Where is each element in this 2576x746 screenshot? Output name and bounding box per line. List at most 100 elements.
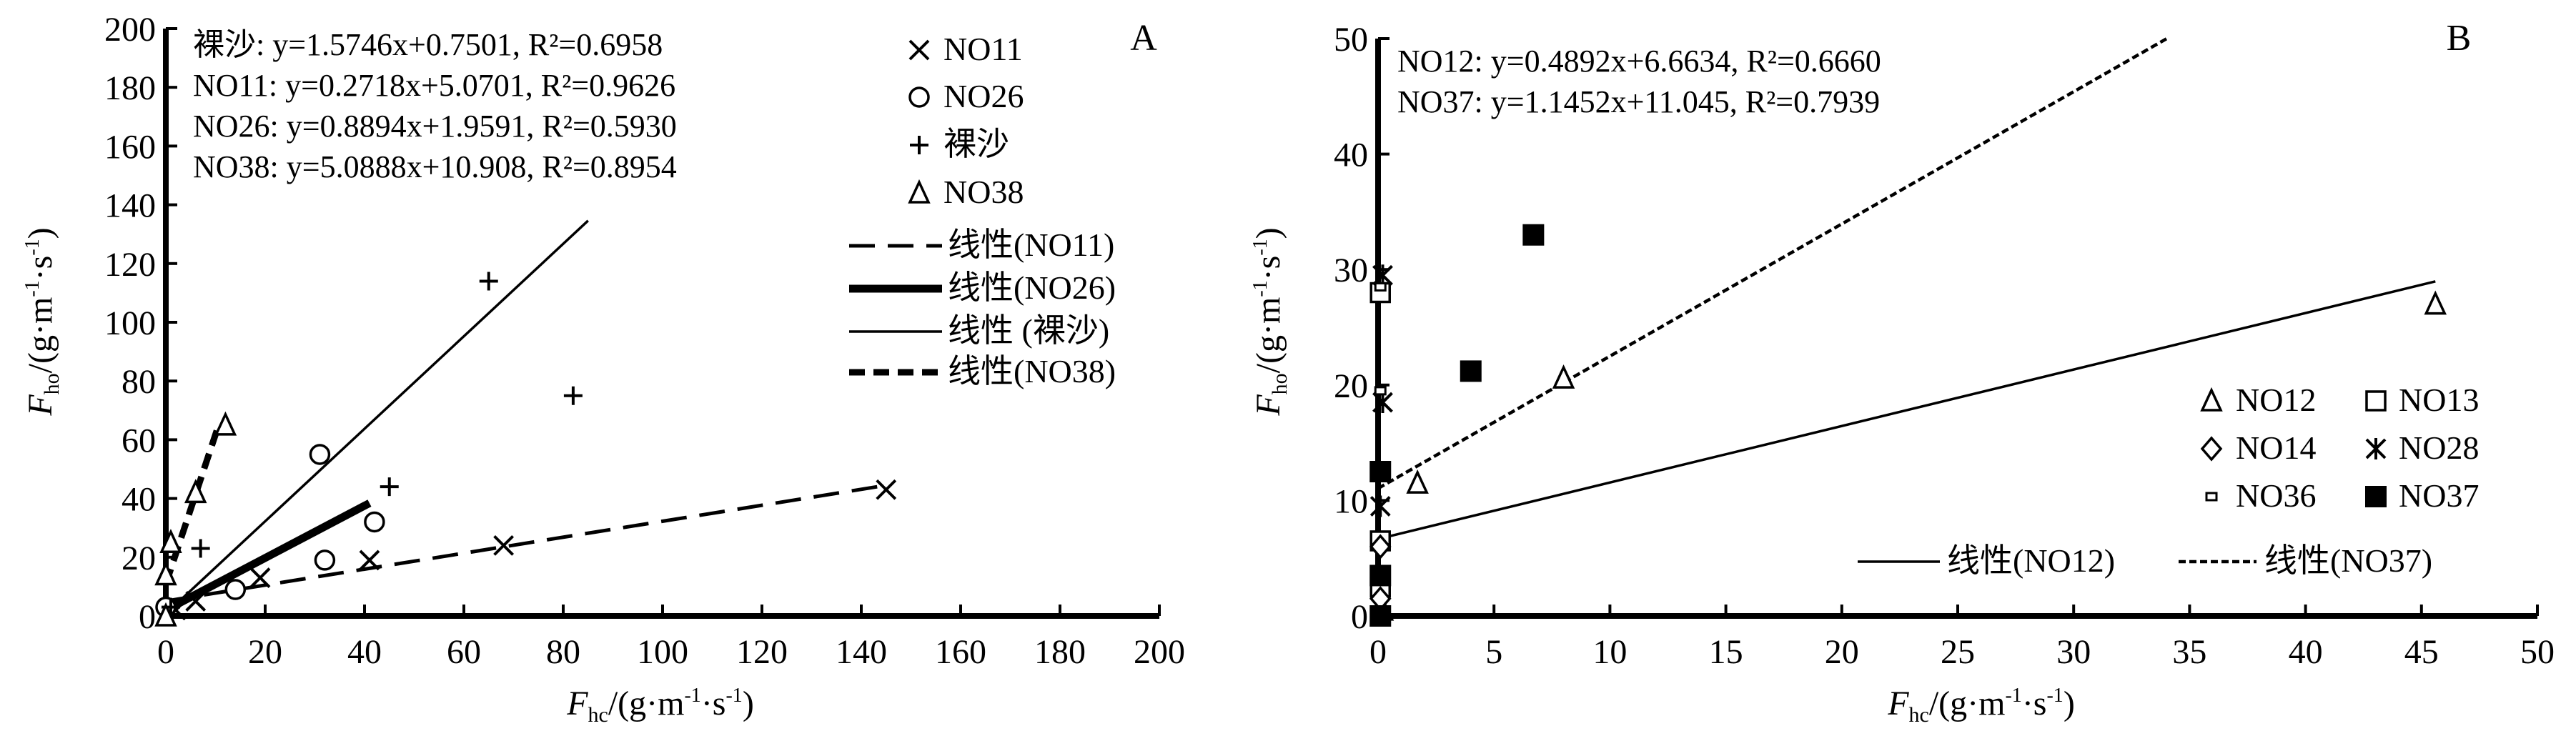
y-axis-label-sub: ho (40, 373, 64, 394)
x-axis-label-e1: -1 (2005, 685, 2021, 707)
y-axis-label-pre: /(g·m (21, 297, 59, 374)
y-axis-label-symbol: F (1249, 394, 1287, 417)
y-tick-label: 120 (104, 246, 156, 284)
legend-label: 线性(NO26) (948, 269, 1116, 306)
data-point (1369, 565, 1392, 587)
y-tick-label: 20 (122, 539, 156, 577)
y-axis-label-pre: /(g·m (1249, 297, 1287, 374)
legend-marker (2365, 486, 2387, 507)
y-tick-label: 200 (104, 11, 156, 49)
legend-marker (908, 39, 930, 61)
y-tick-label: 160 (104, 128, 156, 166)
y-tick-label: 180 (104, 69, 156, 107)
data-point (364, 511, 385, 533)
legend-marker (908, 86, 930, 108)
regression-equation: NO26: y=0.8894x+1.9591, R²=0.5930 (193, 109, 677, 144)
data-point (479, 272, 498, 291)
y-axis-label-mid: ·s (1249, 256, 1287, 281)
x-tick-label: 0 (1369, 633, 1387, 671)
x-tick-label: 25 (1941, 633, 1975, 671)
x-axis-label-post: ) (743, 685, 754, 722)
data-point (1374, 386, 1387, 396)
legend-label: 线性(NO38) (948, 353, 1116, 389)
y-tick-label: 20 (1334, 367, 1368, 405)
legend-marker (2365, 438, 2387, 459)
legend-label: 线性(NO11) (948, 227, 1114, 263)
x-axis-label-sub: hc (588, 703, 608, 727)
y-axis-label-e1: -1 (1249, 280, 1272, 297)
legend-label: NO11 (943, 31, 1023, 67)
series-NO14 (1369, 534, 1392, 612)
data-point (1369, 605, 1392, 627)
fit-line-3 (162, 426, 222, 585)
legend-label: 裸沙 (943, 126, 1009, 162)
x-axis-label-sub: hc (1909, 703, 1929, 727)
x-axis-label-post: ) (2064, 685, 2075, 722)
x-axis-label-e2: -1 (2046, 685, 2063, 707)
y-axis-label-post: ) (21, 227, 59, 239)
data-point (2424, 290, 2447, 315)
data-point (359, 549, 380, 571)
y-tick-label: 40 (1334, 136, 1368, 174)
y-tick-label: 80 (122, 363, 156, 401)
data-point (876, 479, 897, 500)
data-point (191, 539, 210, 558)
legend: NO12 NO13 NO14 NO28 NO36 NO37 线性(NO12) 线性(NO37) (1858, 382, 2479, 579)
fit-line-1 (1377, 37, 2168, 490)
data-point (1406, 469, 1429, 494)
x-tick-label: 45 (2404, 633, 2439, 671)
x-axis-label-pre: /(g·m (1929, 685, 2006, 722)
x-tick-label: 5 (1485, 633, 1502, 671)
x-tick-label: 40 (347, 633, 382, 671)
x-axis-label: Fhc/(g·m-1·s-1) (566, 685, 754, 727)
fit-line-0 (165, 483, 887, 603)
panel-label: B (2447, 18, 2472, 59)
data-point (309, 444, 331, 465)
y-tick-label: 100 (104, 304, 156, 342)
x-tick-label: 120 (736, 633, 788, 671)
y-tick-label: 30 (1334, 252, 1368, 289)
y-axis-label-symbol: F (21, 394, 59, 417)
series-NO38 (154, 411, 237, 627)
x-tick-label: 35 (2172, 633, 2206, 671)
x-axis-label-e2: -1 (725, 685, 742, 707)
legend-label: NO13 (2399, 382, 2479, 418)
x-axis-label-mid: ·s (701, 685, 726, 722)
legend-marker (2365, 390, 2387, 412)
data-point (563, 386, 583, 405)
data-point (224, 579, 247, 600)
regression-equation: NO12: y=0.4892x+6.6634, R²=0.6660 (1397, 44, 1881, 79)
y-axis-label-mid: ·s (21, 256, 59, 281)
series-NO36 (1374, 282, 1387, 396)
x-axis-label-symbol: F (566, 685, 588, 722)
legend-label: 线性(NO12) (1947, 542, 2115, 579)
series-NO37 (1369, 224, 1545, 627)
x-tick-label: 30 (2056, 633, 2091, 671)
y-tick-label: 40 (122, 481, 156, 519)
regression-equation: NO11: y=0.2718x+5.0701, R²=0.9626 (193, 68, 675, 103)
data-point (1552, 364, 1575, 389)
series-裸沙 (161, 272, 583, 617)
x-tick-label: 15 (1709, 633, 1743, 671)
x-tick-label: 80 (546, 633, 580, 671)
data-point (214, 411, 237, 436)
regression-equation: NO38: y=5.0888x+10.908, R²=0.8954 (193, 149, 677, 184)
y-axis-label-e1: -1 (21, 280, 44, 297)
data-point (1374, 282, 1387, 292)
panel-A: 0 20 40 60 80 100 120 140 160 180 200 0 20 40 60 80 100 1… (21, 11, 1185, 727)
y-tick-label: 50 (1334, 21, 1368, 59)
y-tick-label: 0 (1351, 598, 1368, 636)
x-tick-label: 60 (447, 633, 481, 671)
legend-marker (2200, 436, 2223, 462)
data-point (154, 561, 177, 586)
legend-marker (2200, 387, 2223, 412)
y-tick-label: 0 (139, 598, 156, 636)
x-tick-label: 0 (157, 633, 174, 671)
x-tick-label: 40 (2289, 633, 2323, 671)
y-axis-label-sub: ho (1268, 373, 1292, 394)
x-tick-label: 10 (1592, 633, 1627, 671)
legend-label: 线性 (裸沙) (948, 312, 1109, 349)
legend-label: 线性(NO37) (2264, 542, 2432, 579)
x-tick-label: 140 (836, 633, 887, 671)
